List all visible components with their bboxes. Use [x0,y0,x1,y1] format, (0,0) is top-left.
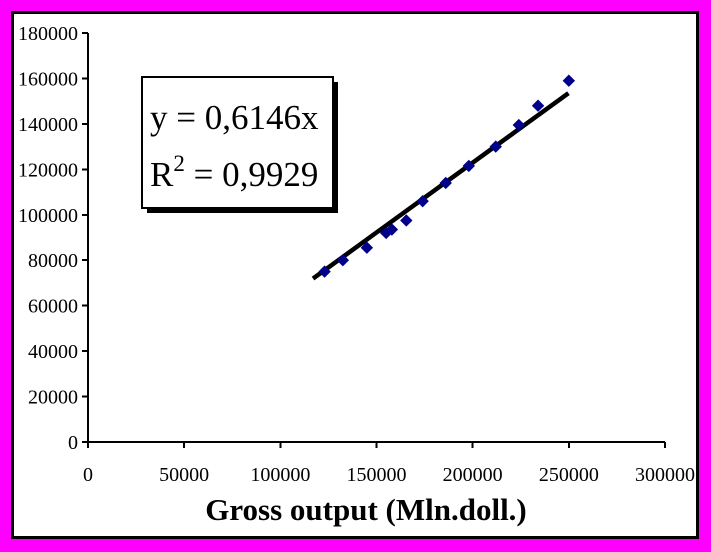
annotation-box [141,76,334,209]
x-axis-title: Gross output (Mln.doll.) [205,492,527,527]
data-point-diamond [562,74,576,87]
data-point-diamond [439,176,452,190]
trendline-equation: y = 0,6146x [150,98,319,137]
y-tick-label: 0 [68,432,78,454]
r-squared-label: R2 = 0,9929 [150,151,318,194]
y-tick-label: 80000 [28,250,78,272]
x-tick-label: 100000 [250,464,310,486]
y-tick-label: 100000 [18,205,78,227]
y-tick-label: 140000 [18,114,78,136]
x-tick-label: 300000 [635,464,695,486]
data-point-diamond [400,214,413,227]
x-tick-label: 50000 [159,464,209,486]
y-tick-label: 40000 [28,341,78,363]
y-tick-label: 20000 [28,387,78,409]
data-point-diamond [512,118,526,132]
data-point-diamond [385,223,399,236]
x-tick-label: 250000 [539,464,599,486]
y-tick-label: 60000 [28,296,78,318]
y-tick-label: 160000 [18,68,78,90]
data-point-diamond [531,99,545,112]
data-point-diamond [318,265,331,278]
trendline [311,91,570,281]
data-point-diamond [416,194,429,208]
data-point-diamond [489,140,502,153]
x-tick-label: 150000 [347,464,407,486]
data-point-diamond [336,254,350,267]
chart-frame [11,11,699,539]
x-tick-label: 200000 [443,464,503,486]
data-point-diamond [462,159,476,173]
x-tick-label: 0 [83,464,93,486]
y-tick-label: 120000 [18,159,78,181]
y-tick-label: 180000 [18,23,78,45]
data-point-diamond [360,241,374,254]
